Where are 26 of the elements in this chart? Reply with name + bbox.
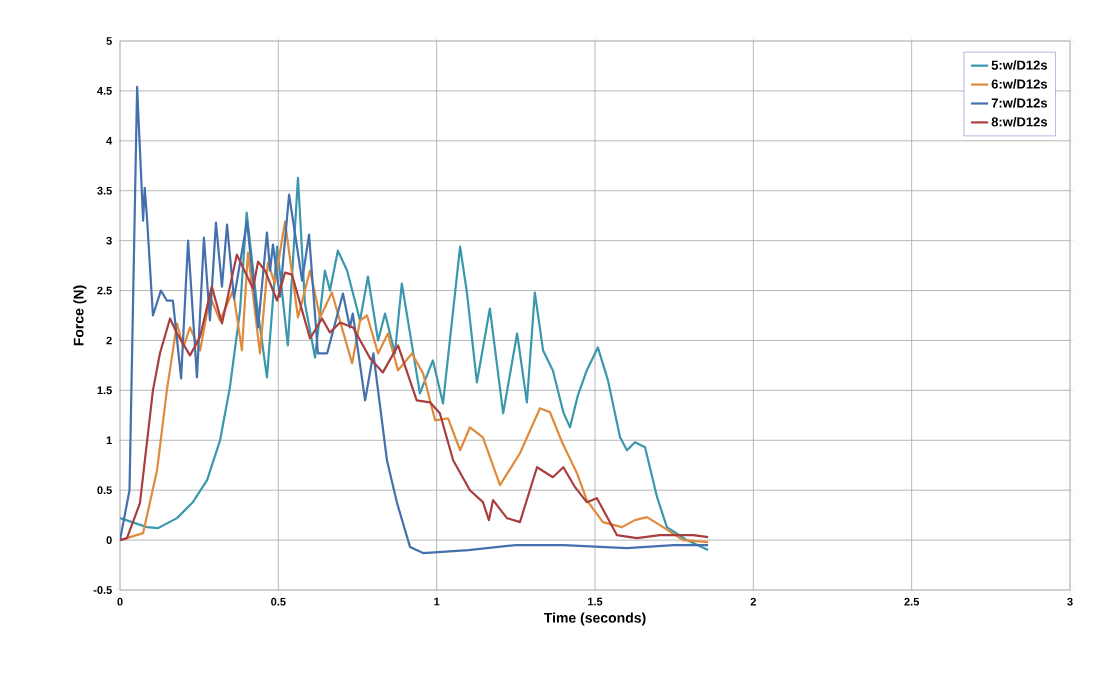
- y-tick-label: 0: [106, 536, 112, 544]
- y-tick-label: 4.5: [97, 87, 112, 95]
- y-tick-label: 1.5: [97, 386, 112, 395]
- y-tick-label: 4: [106, 137, 113, 145]
- y-tick-label: 3: [106, 236, 112, 245]
- y-tick-label: 5: [106, 37, 112, 45]
- line-series: [120, 85, 710, 555]
- x-tick-label: 1.5: [588, 597, 603, 606]
- x-tick-label: 0: [117, 597, 123, 606]
- y-axis-title: Force (N): [73, 285, 87, 346]
- y-tick-label: 0.5: [97, 486, 112, 495]
- legend-label: 5:w/D12s: [991, 60, 1048, 70]
- legend-label: 7:w/D12s: [991, 98, 1048, 108]
- y-tick-label: 2: [106, 336, 112, 345]
- x-tick-label: 1: [434, 597, 440, 606]
- y-tick-label: -0.5: [93, 586, 112, 594]
- y-tick-label: 3.5: [97, 186, 112, 195]
- x-tick-label: 2: [750, 597, 756, 606]
- x-tick-label: 2.5: [904, 597, 919, 606]
- x-tick-label: 3: [1067, 597, 1073, 606]
- legend-label: 6:w/D12s: [991, 79, 1048, 89]
- x-axis-title: Time (seconds): [543, 612, 646, 626]
- y-tick-label: 1: [106, 436, 112, 445]
- y-tick-label: 2.5: [97, 286, 112, 295]
- legend-label: 8:w/D12s: [991, 116, 1048, 127]
- x-tick-label: 0.5: [271, 597, 286, 606]
